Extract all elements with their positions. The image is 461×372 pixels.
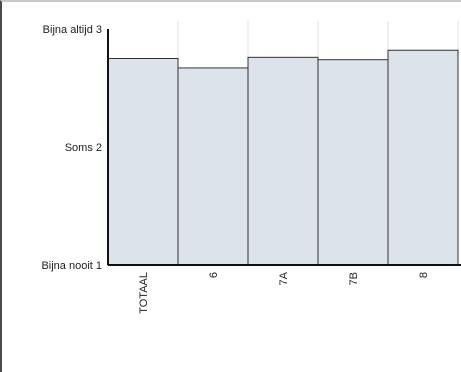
axes [107,29,461,266]
bar-6 [177,67,249,266]
x-tick-label-8: 8 [418,272,430,278]
y-tick-label: Bijna altijd 3 [43,24,102,36]
bars [107,49,459,266]
bar-totaal [107,58,179,266]
x-tick-label-7a: 7A [278,271,290,285]
bar-8 [387,49,459,266]
x-tick-labels: TOTAAL 6 7A 7B 8 [138,271,430,313]
x-tick-label-7b: 7B [348,272,360,285]
bar-7b [317,59,389,266]
y-tick-labels: Bijna altijd 3 Soms 2 Bijna nooit 1 [41,24,102,272]
y-tick-label: Bijna nooit 1 [41,260,102,272]
bar-7a [247,56,319,266]
y-tick-label: Soms 2 [65,142,102,154]
x-tick-label-6: 6 [208,272,220,278]
x-tick-label-totaal: TOTAAL [138,272,150,314]
